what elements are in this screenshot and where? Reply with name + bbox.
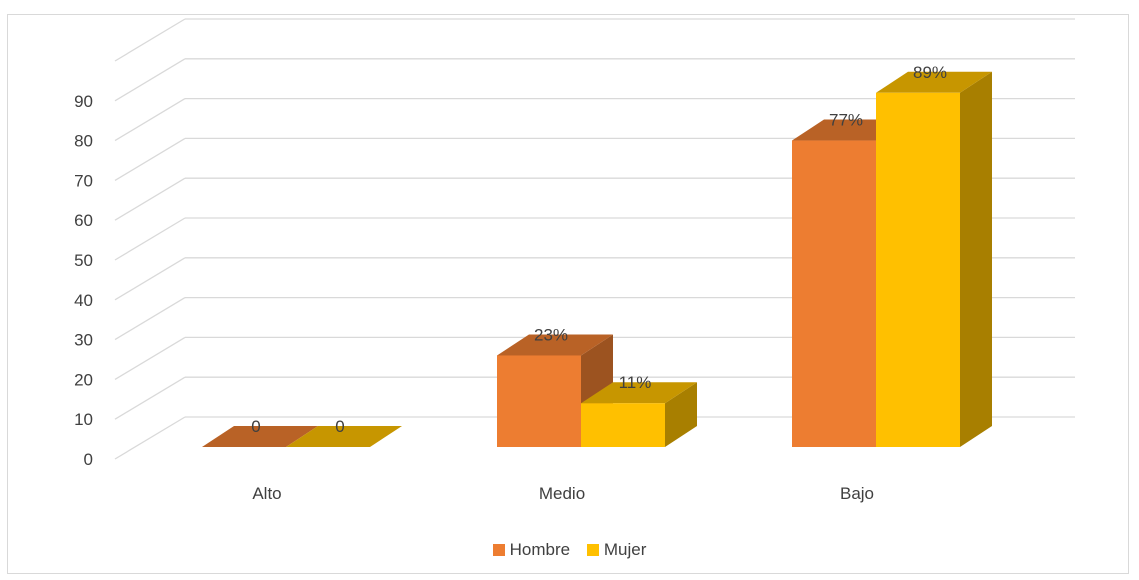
gridline-depth <box>114 137 186 181</box>
data-label-hombre: 23% <box>534 325 568 344</box>
bar-side-mujer <box>960 71 992 447</box>
legend-label-hombre: Hombre <box>509 540 571 559</box>
y-tick-label: 10 <box>74 410 93 429</box>
y-tick-label: 80 <box>74 132 93 151</box>
data-label-hombre: 77% <box>829 111 863 130</box>
legend-label-mujer: Mujer <box>603 540 647 559</box>
data-label-mujer: 89% <box>913 63 947 82</box>
y-tick-label: 20 <box>74 370 93 389</box>
bar-top-mujer <box>876 71 992 93</box>
y-tick-label: 70 <box>74 171 93 190</box>
gridline-depth <box>114 217 186 261</box>
bar-hombre <box>792 140 876 448</box>
gridline-depth <box>114 336 186 380</box>
data-label-hombre: 0 <box>251 417 260 436</box>
legend-item-mujer: Mujer <box>586 540 647 560</box>
bar-hombre <box>497 355 581 447</box>
y-tick-label: 0 <box>84 450 93 469</box>
y-tick-label: 40 <box>74 291 93 310</box>
bar-mujer <box>876 92 960 447</box>
bar-top-hombre <box>497 334 613 356</box>
gridline-depth <box>114 257 186 301</box>
y-tick-label: 60 <box>74 211 93 230</box>
gridline-depth <box>114 98 186 142</box>
y-tick-label: 90 <box>74 92 93 111</box>
bar-mujer <box>581 403 665 447</box>
data-label-mujer: 0 <box>335 417 344 436</box>
data-label-mujer: 11% <box>619 373 652 392</box>
gridline-depth <box>114 18 186 62</box>
y-tick-label: 50 <box>74 251 93 270</box>
x-category-label: Bajo <box>840 484 874 503</box>
gridline-depth <box>114 376 186 420</box>
legend-swatch-hombre <box>492 544 505 556</box>
gridline-depth <box>114 58 186 102</box>
x-category-label: Alto <box>252 484 281 503</box>
legend-item-hombre: Hombre <box>492 540 571 560</box>
bar-side-mujer <box>665 382 697 447</box>
bar-top-mujer <box>581 382 697 404</box>
legend-swatch-mujer <box>586 544 599 556</box>
gridline-depth <box>114 177 186 221</box>
bar-top-mujer <box>286 426 402 447</box>
y-tick-label: 30 <box>74 331 93 350</box>
gridline-depth <box>114 297 186 341</box>
x-category-label: Medio <box>539 484 585 503</box>
gridline-depth <box>114 416 186 460</box>
legend: Hombre Mujer <box>0 540 1139 561</box>
bar-top-hombre <box>202 426 318 447</box>
